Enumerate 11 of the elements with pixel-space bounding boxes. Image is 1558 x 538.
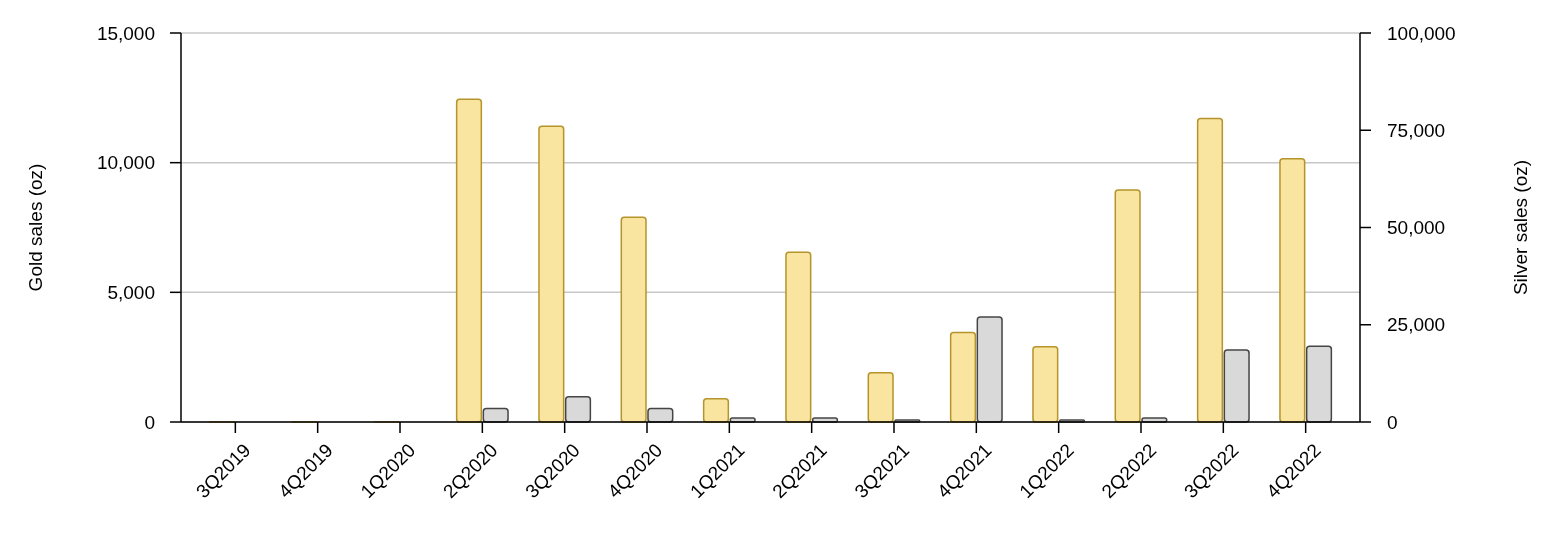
y2-tick-label: 75,000 [1387, 119, 1446, 141]
y-tick-label: 15,000 [96, 22, 155, 44]
y-tick-label: 0 [144, 411, 155, 433]
y2-tick-label: 0 [1387, 411, 1398, 433]
y2-tick-label: 100,000 [1387, 22, 1456, 44]
y-tick-label: 10,000 [96, 152, 155, 174]
y2-tick-label: 25,000 [1387, 314, 1446, 336]
y2-axis-title: Silver sales (oz) [1510, 159, 1531, 296]
y-axis-title: Gold sales (oz) [25, 163, 46, 292]
y-tick-label: 5,000 [107, 281, 155, 303]
y2-tick-label: 50,000 [1387, 217, 1446, 239]
